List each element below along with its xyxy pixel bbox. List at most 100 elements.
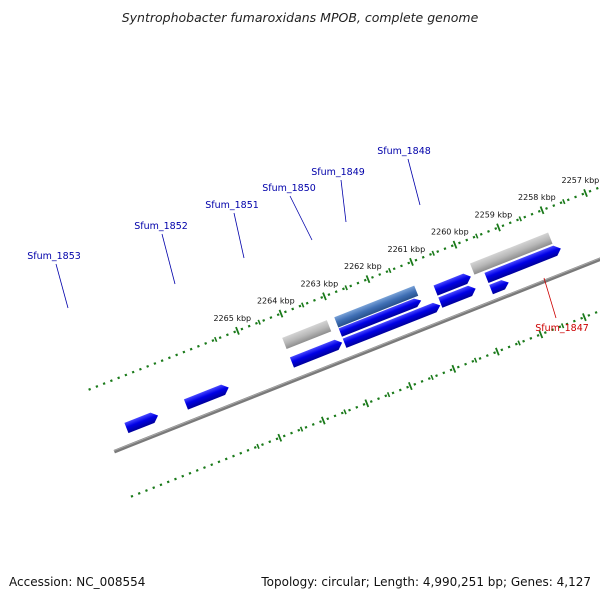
ruler-tick: [181, 474, 185, 478]
ruler-tick: [210, 463, 214, 467]
gene-feature[interactable]: [282, 320, 332, 350]
ruler-tick: [239, 451, 243, 455]
ruler-tick: [456, 365, 460, 369]
ruler-tick: [268, 440, 272, 444]
ruler-tick: [322, 292, 327, 301]
ruler-tick: [545, 207, 548, 210]
ruler-tick: [431, 250, 435, 256]
ruler-tick: [203, 466, 206, 469]
ruler-tick: [313, 298, 316, 302]
ruler-tick: [348, 408, 351, 412]
ruler-tick: [284, 310, 287, 314]
gene-label-leader: [289, 195, 313, 241]
gene-label-leader: [161, 233, 176, 285]
gene-label-sfum-1851[interactable]: Sfum_1851: [205, 200, 259, 211]
ruler-tick: [487, 229, 490, 233]
ruler-tick: [301, 302, 305, 308]
gene-arrow[interactable]: [289, 337, 344, 368]
gene-arrow[interactable]: [124, 410, 160, 434]
ruler-tick: [247, 324, 251, 328]
gene-label-sfum-1852[interactable]: Sfum_1852: [134, 221, 188, 232]
ruler-tick: [355, 405, 359, 409]
ruler-tick: [363, 278, 367, 282]
ruler-tick: [452, 240, 458, 249]
gene-label-sfum-1853[interactable]: Sfum_1853: [27, 251, 81, 262]
ruler-tick: [522, 339, 526, 343]
ruler-label: 2257 kbp: [562, 176, 600, 185]
ruler-tick: [343, 409, 347, 415]
ruler-tick: [595, 186, 599, 190]
ruler-label: 2263 kbp: [300, 279, 338, 288]
ruler-tick: [369, 400, 373, 403]
ruler-label: 2260 kbp: [431, 228, 469, 237]
gene-labels: Sfum_1853 Sfum_1852 Sfum_1851 Sfum_1850 …: [27, 146, 589, 334]
ruler-tick: [167, 356, 171, 360]
ruler-tick: [420, 379, 424, 383]
ruler-tick: [495, 347, 500, 356]
ruler-tick: [508, 221, 512, 225]
ruler-tick: [406, 385, 409, 389]
gene-label-sfum-1850[interactable]: Sfum_1850: [262, 183, 316, 194]
gene-label-sfum-1848[interactable]: Sfum_1848: [377, 146, 431, 157]
ruler-tick: [304, 425, 308, 429]
ruler-tick: [277, 433, 283, 442]
ruler-tick: [211, 339, 215, 342]
ruler-tick: [261, 443, 264, 447]
ruler-tick: [298, 304, 302, 308]
ruler-tick: [493, 351, 496, 355]
ruler-tick: [473, 357, 478, 363]
ruler-tick: [562, 198, 566, 205]
gene-arrow[interactable]: [338, 296, 423, 337]
ruler-tick: [282, 434, 286, 438]
ruler-tick: [485, 354, 489, 358]
ruler-tick: [232, 454, 235, 458]
ruler-label: 2259 kbp: [475, 210, 513, 219]
gene-label-sfum-1847[interactable]: Sfum_1847: [535, 323, 589, 334]
ruler-tick: [588, 189, 592, 193]
gene-arrow[interactable]: [489, 278, 510, 295]
gene-label-leader: [407, 158, 421, 206]
ruler-tick: [551, 328, 555, 332]
gene-arrow[interactable]: [438, 284, 477, 308]
ruler-tick: [501, 224, 505, 228]
ruler-tick: [102, 382, 106, 386]
ruler-tick: [117, 376, 121, 380]
ruler-tick: [392, 267, 396, 271]
ruler-tick: [385, 270, 389, 274]
gene-arrow[interactable]: [183, 382, 231, 410]
gene-label-leader: [233, 212, 245, 259]
ruler-tick: [464, 362, 467, 366]
ruler-tick: [305, 301, 309, 305]
genome-backbone: [113, 162, 600, 454]
gene-feature[interactable]: [334, 285, 419, 328]
ruler-label: 2258 kbp: [518, 193, 556, 202]
ruler-tick: [166, 480, 170, 484]
ruler-tick: [290, 431, 293, 435]
ruler-tick: [539, 206, 545, 215]
ruler-tick: [320, 416, 326, 425]
ruler-tick: [500, 348, 504, 352]
gene-arrow[interactable]: [433, 271, 473, 296]
ruler-tick: [196, 344, 200, 348]
ruler-tick: [137, 491, 141, 495]
ruler-tick: [587, 313, 591, 317]
accession-label: Accession: NC_008554: [9, 575, 145, 589]
ruler-tick: [388, 267, 392, 274]
ruler-tick: [371, 275, 374, 279]
gene-feature[interactable]: [470, 232, 553, 275]
ruler-tick: [409, 257, 414, 266]
ruler-label: 2261 kbp: [388, 245, 426, 254]
gene-arrow[interactable]: [342, 301, 442, 348]
ruler-tick: [311, 423, 315, 426]
ruler-tick: [356, 281, 360, 285]
ruler-tick: [458, 241, 461, 245]
ruler-tick: [543, 331, 547, 335]
gene-arrow[interactable]: [484, 243, 562, 284]
ruler-tick: [377, 397, 380, 401]
ruler-tick: [276, 313, 280, 317]
ruler-tick: [235, 326, 240, 335]
ruler-tick: [430, 374, 434, 381]
gene-label-sfum-1849[interactable]: Sfum_1849: [311, 167, 365, 178]
ruler-tick: [594, 311, 598, 314]
ruler-tick: [386, 392, 391, 398]
